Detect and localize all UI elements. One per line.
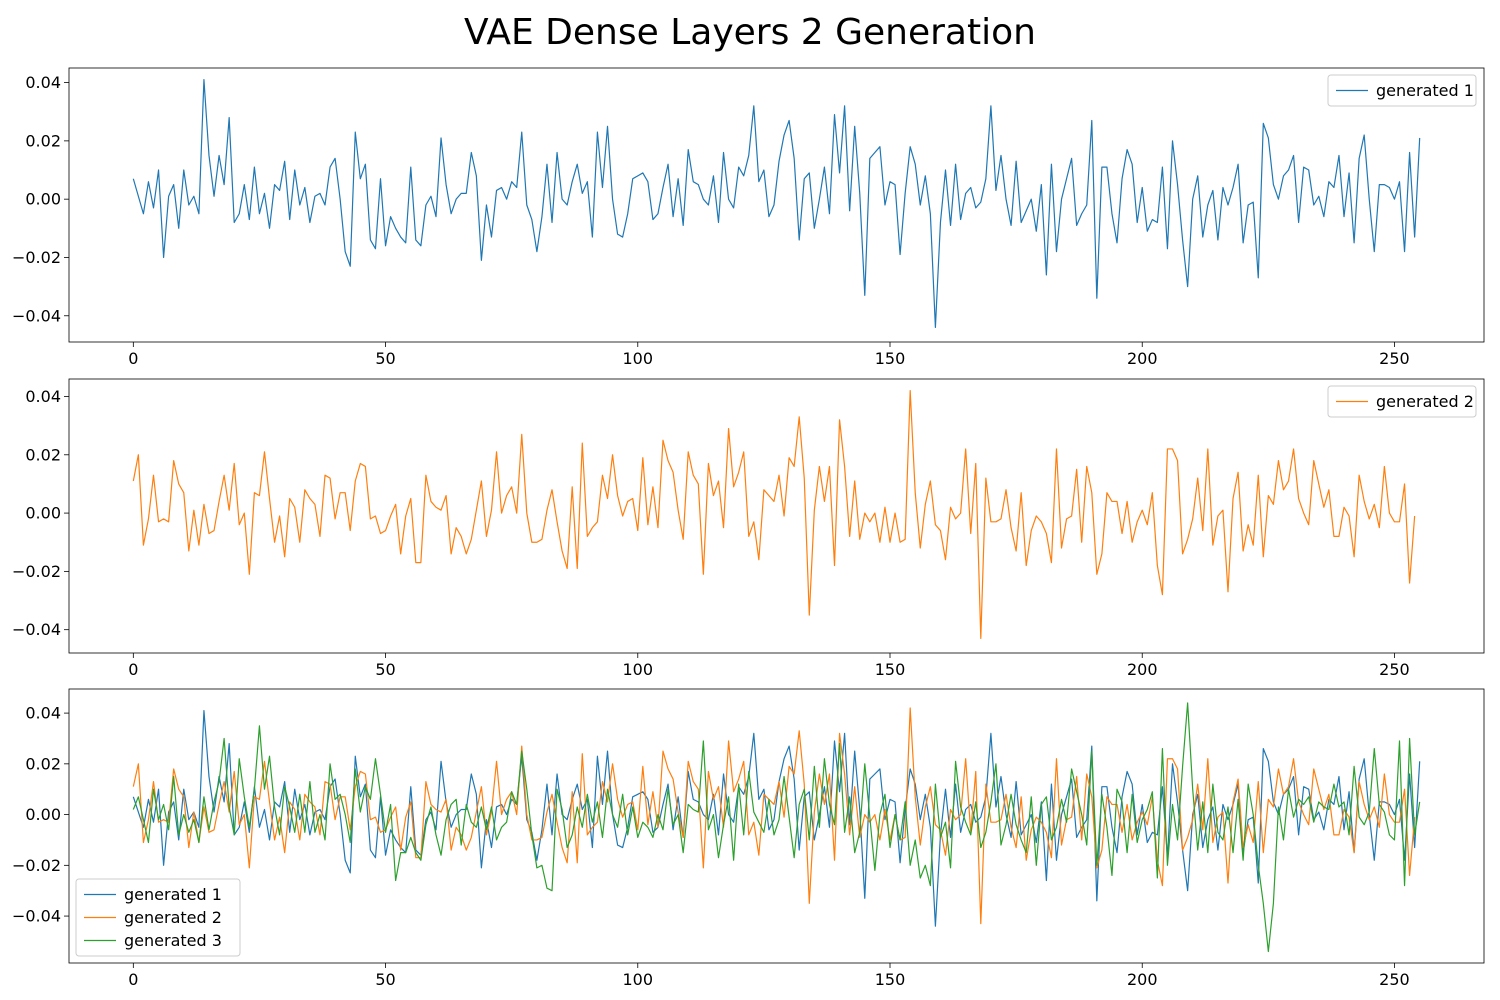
- series-line-generated-1: [132, 709, 1421, 927]
- legend-label: generated 2: [1376, 392, 1474, 411]
- x-tick-label: 0: [128, 660, 138, 679]
- y-tick-label: 0.00: [25, 805, 61, 824]
- x-tick-label: 250: [1379, 349, 1410, 368]
- figure-title: VAE Dense Layers 2 Generation: [464, 12, 1036, 53]
- y-tick-label: 0.00: [25, 504, 61, 523]
- x-tick-label: 150: [875, 349, 906, 368]
- legend: generated 1 generated 2 generated 3: [75, 878, 241, 957]
- axes-panel-3: 0 50 100 150 200 250 −0.04 −0.02 0.00 0.02 0.04 gen…: [12, 688, 1485, 989]
- axes-panel-1: 0 50 100 150 200 250 −0.04 −0.02 0.00 0.02 0.04 gen…: [12, 67, 1485, 368]
- series-line-generated-3: [132, 702, 1421, 953]
- legend-label: generated 1: [1376, 81, 1474, 100]
- series-line-generated-1: [132, 79, 1421, 329]
- legend-frame: [1327, 385, 1477, 418]
- y-tick-label: −0.04: [12, 907, 61, 926]
- y-tick-label: −0.02: [12, 248, 61, 267]
- x-tick-label: 100: [623, 660, 654, 679]
- legend-frame: [1327, 74, 1477, 107]
- legend-frame: [75, 878, 241, 957]
- series-line-generated-2: [132, 390, 1416, 640]
- x-tick-label: 200: [1127, 970, 1158, 989]
- x-tick-label: 50: [375, 970, 395, 989]
- x-tick-label: 150: [875, 660, 906, 679]
- x-tick-label: 0: [128, 349, 138, 368]
- legend: generated 1: [1327, 74, 1477, 107]
- legend: generated 2: [1327, 385, 1477, 418]
- axes-frame: [68, 378, 1485, 654]
- legend-label: generated 3: [124, 931, 222, 950]
- x-tick-label: 0: [128, 970, 138, 989]
- x-tick-label: 100: [623, 970, 654, 989]
- y-tick-label: 0.04: [25, 387, 61, 406]
- y-tick-label: 0.04: [25, 73, 61, 92]
- legend-label: generated 2: [124, 908, 222, 927]
- y-tick-label: 0.02: [25, 131, 61, 150]
- axes-panel-2: 0 50 100 150 200 250 −0.04 −0.02 0.00 0.02 0.04 gen…: [12, 378, 1485, 679]
- x-tick-label: 200: [1127, 349, 1158, 368]
- x-tick-label: 50: [375, 349, 395, 368]
- y-tick-label: 0.04: [25, 704, 61, 723]
- x-tick-label: 150: [875, 970, 906, 989]
- y-tick-label: −0.04: [12, 306, 61, 325]
- y-tick-label: −0.04: [12, 620, 61, 639]
- legend-label: generated 1: [124, 885, 222, 904]
- x-tick-label: 250: [1379, 660, 1410, 679]
- y-tick-label: 0.02: [25, 754, 61, 773]
- axes-frame: [68, 67, 1485, 343]
- x-tick-label: 200: [1127, 660, 1158, 679]
- y-tick-label: −0.02: [12, 562, 61, 581]
- x-tick-label: 250: [1379, 970, 1410, 989]
- y-tick-label: 0.00: [25, 190, 61, 209]
- x-tick-label: 50: [375, 660, 395, 679]
- axes-frame: [68, 688, 1485, 964]
- x-tick-label: 100: [623, 349, 654, 368]
- y-tick-label: −0.02: [12, 856, 61, 875]
- y-tick-label: 0.02: [25, 445, 61, 464]
